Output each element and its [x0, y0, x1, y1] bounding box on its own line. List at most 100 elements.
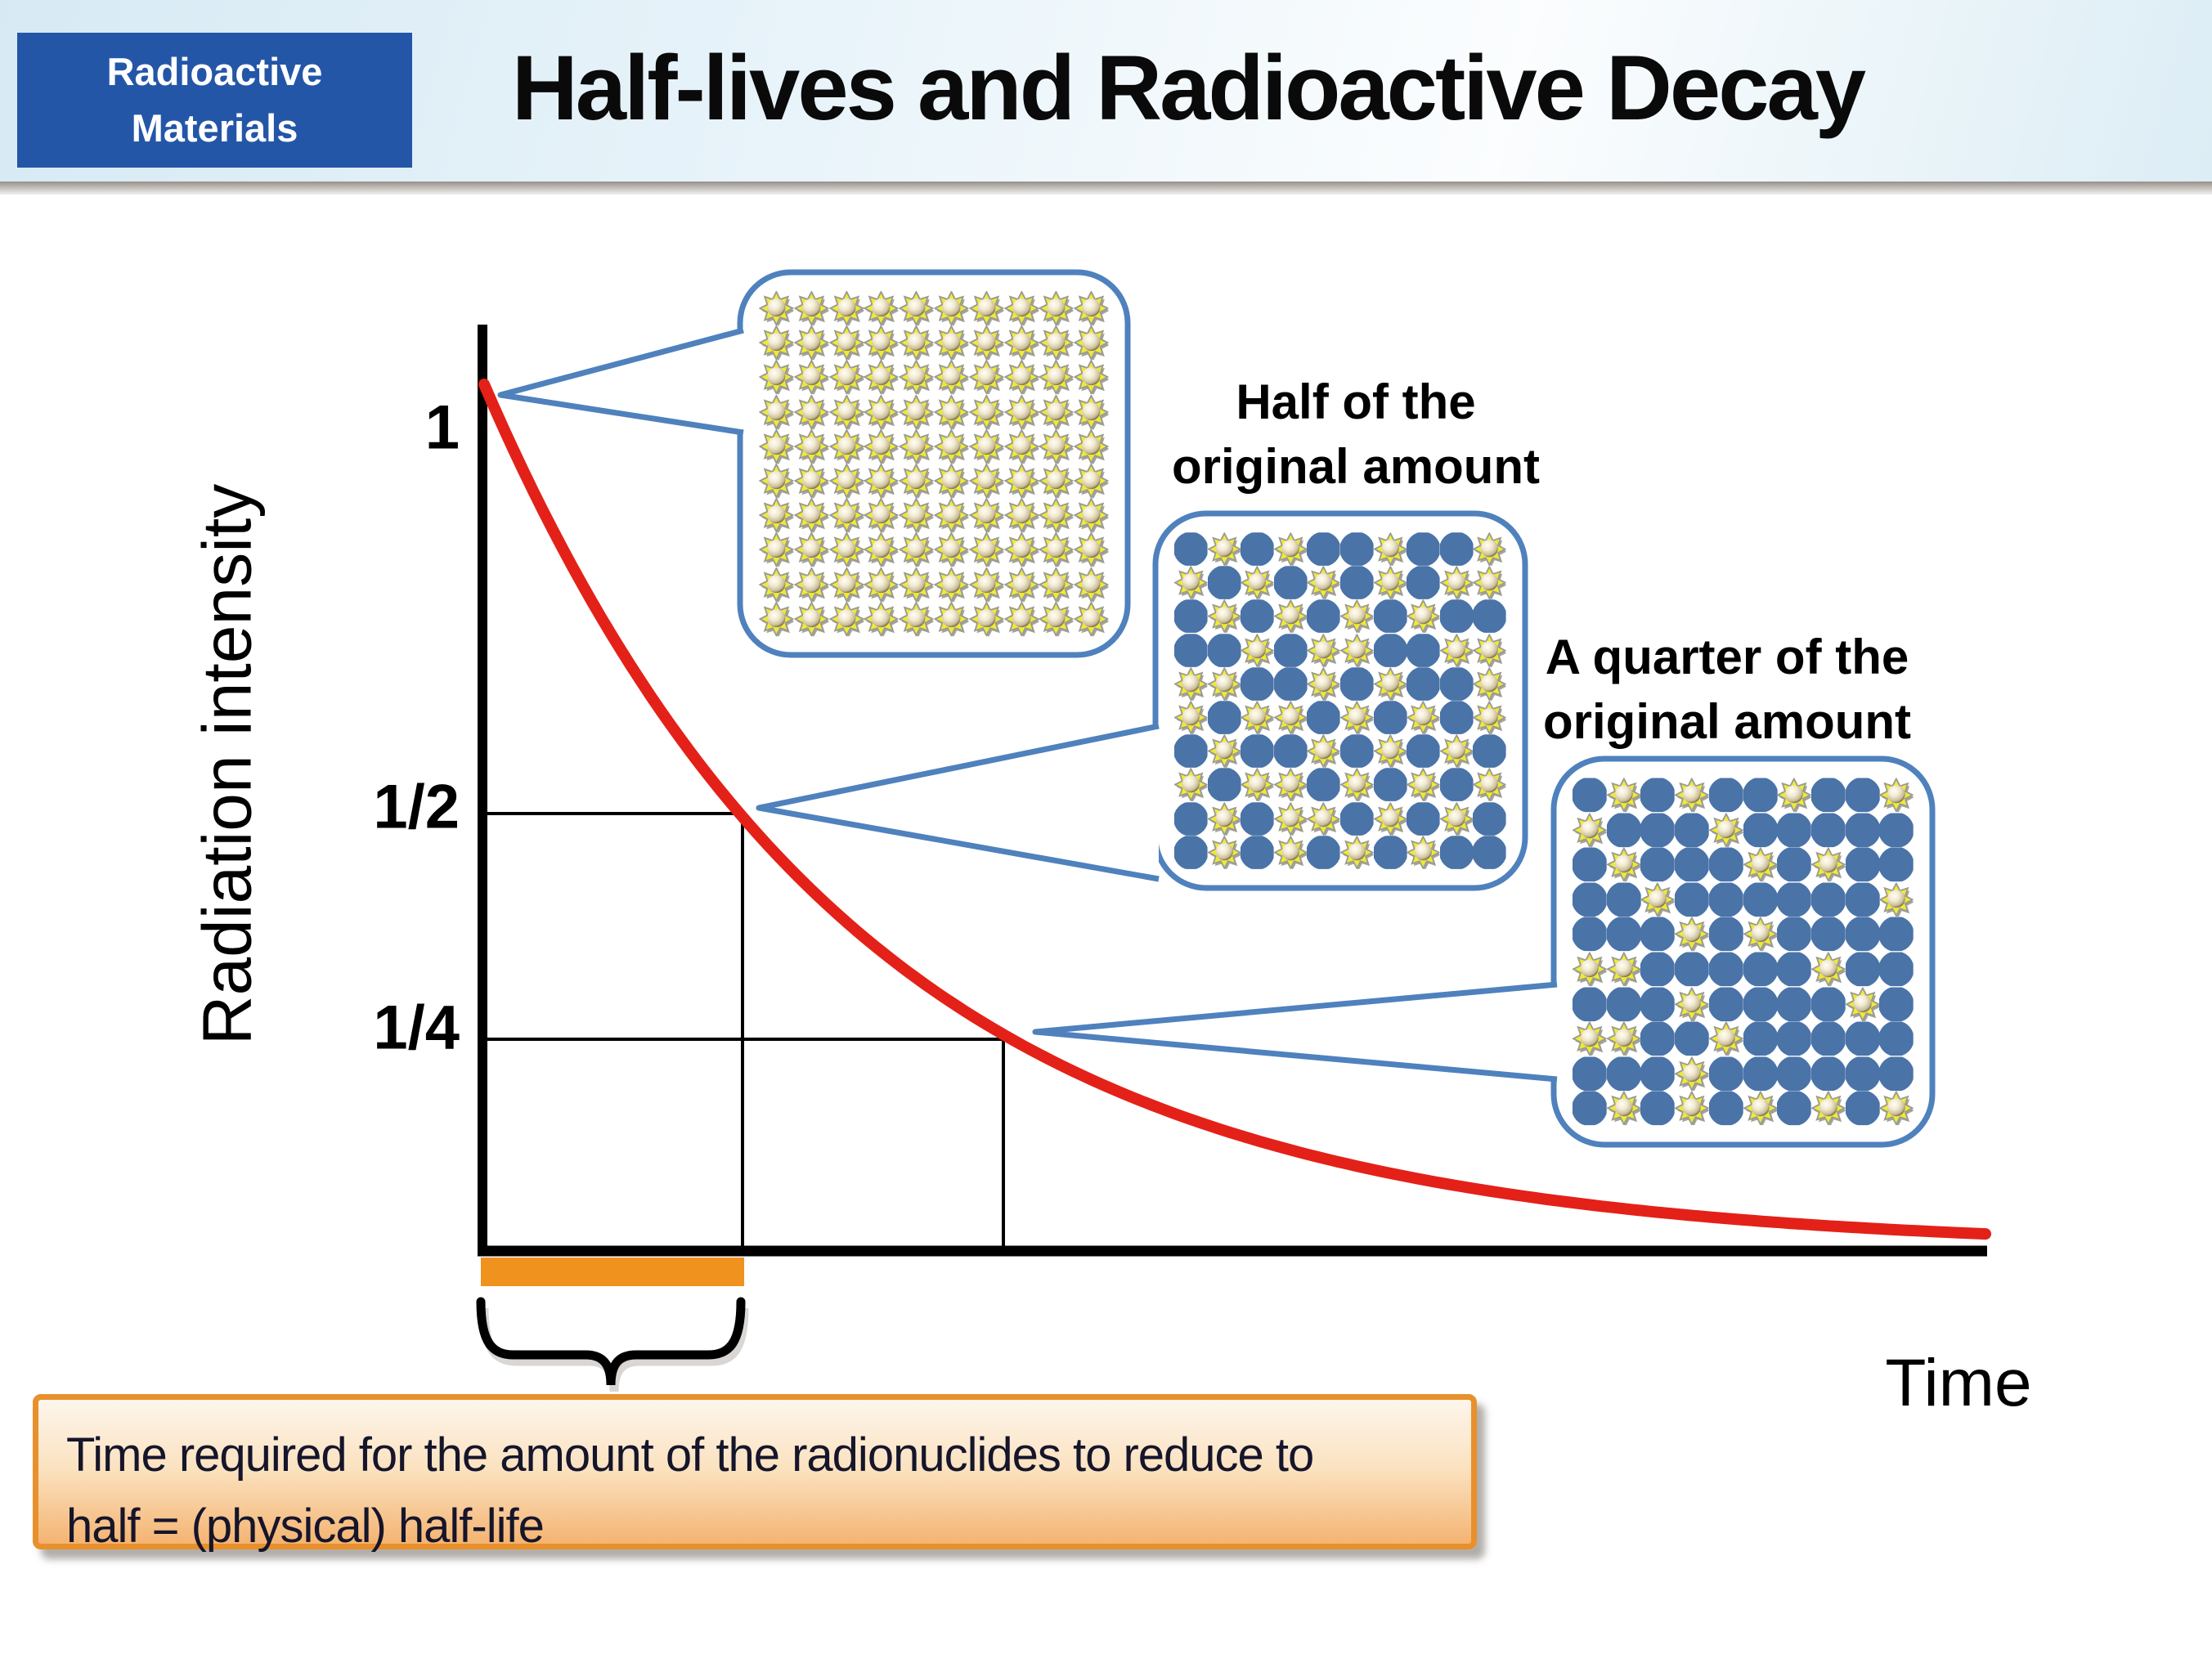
decayed-atom-icon: [1709, 1056, 1743, 1092]
decayed-atom-icon: [1241, 532, 1274, 566]
decayed-atom-icon: [1675, 1021, 1709, 1056]
radionuclide-star-icon: [1846, 987, 1880, 1022]
decayed-atom-icon: [1709, 1091, 1743, 1126]
decayed-atom-icon: [1241, 734, 1274, 768]
radionuclide-star-icon: [829, 602, 864, 636]
radionuclide-star-icon: [829, 464, 864, 498]
radionuclide-star-icon: [1074, 429, 1109, 464]
callout-original-pointer: [497, 327, 744, 436]
decayed-atom-icon: [1274, 667, 1308, 701]
decayed-atom-icon: [1374, 768, 1407, 801]
decayed-atom-icon: [1307, 532, 1340, 566]
decayed-atom-icon: [1709, 847, 1743, 882]
radionuclide-star-icon: [1473, 667, 1506, 701]
radionuclide-star-icon: [899, 498, 934, 532]
radionuclide-star-icon: [1374, 532, 1407, 566]
radionuclide-star-icon: [1004, 360, 1039, 394]
decayed-atom-icon: [1174, 802, 1208, 836]
radionuclide-star-icon: [899, 567, 934, 602]
radionuclide-star-icon: [969, 395, 1004, 429]
radionuclide-star-icon: [1607, 778, 1641, 813]
radionuclide-star-icon: [1607, 1021, 1641, 1056]
decayed-atom-icon: [1709, 882, 1743, 917]
radionuclide-star-icon: [1004, 464, 1039, 498]
callout-quarter-pointer: [1032, 981, 1558, 1083]
radionuclide-star-icon: [1004, 602, 1039, 636]
radionuclide-star-icon: [1208, 667, 1241, 701]
decayed-atom-icon: [1274, 566, 1308, 599]
radionuclide-star-icon: [1340, 768, 1374, 801]
original-amount-grid: [759, 291, 1109, 636]
radionuclide-star-icon: [759, 360, 794, 394]
radionuclide-star-icon: [899, 532, 934, 567]
decayed-atom-icon: [1640, 952, 1675, 987]
decayed-atom-icon: [1743, 778, 1778, 813]
radionuclide-star-icon: [1374, 566, 1407, 599]
radionuclide-star-icon: [1879, 778, 1914, 813]
radionuclide-star-icon: [969, 429, 1004, 464]
radionuclide-star-icon: [759, 395, 794, 429]
radionuclide-star-icon: [934, 498, 969, 532]
decayed-atom-icon: [1675, 952, 1709, 987]
decayed-atom-icon: [1846, 778, 1880, 813]
radionuclide-star-icon: [1675, 987, 1709, 1022]
decayed-atom-icon: [1640, 1021, 1675, 1056]
decayed-atom-icon: [1640, 813, 1675, 848]
decayed-atom-icon: [1846, 917, 1880, 952]
radionuclide-star-icon: [1407, 768, 1440, 801]
slide-title: Half-lives and Radioactive Decay: [511, 37, 1866, 139]
decayed-atom-icon: [1879, 1056, 1914, 1092]
decayed-atom-icon: [1879, 917, 1914, 952]
decayed-atom-icon: [1743, 1056, 1778, 1092]
decayed-atom-icon: [1777, 1056, 1811, 1092]
decayed-atom-icon: [1407, 566, 1440, 599]
radionuclide-star-icon: [1039, 498, 1074, 532]
radionuclide-star-icon: [1241, 566, 1274, 599]
radionuclide-star-icon: [1241, 768, 1274, 801]
radionuclide-star-icon: [1074, 360, 1109, 394]
radionuclide-star-icon: [1039, 360, 1074, 394]
decayed-atom-icon: [1879, 813, 1914, 848]
decayed-atom-icon: [1607, 882, 1641, 917]
radionuclide-star-icon: [1274, 599, 1308, 633]
decayed-atom-icon: [1473, 734, 1506, 768]
decayed-atom-icon: [1374, 599, 1407, 633]
decayed-atom-icon: [1340, 532, 1374, 566]
half-amount-label: Half of the original amount: [1172, 374, 1540, 495]
radionuclide-star-icon: [1675, 778, 1709, 813]
radionuclide-star-icon: [1074, 464, 1109, 498]
decayed-atom-icon: [1879, 1021, 1914, 1056]
radionuclide-star-icon: [1074, 498, 1109, 532]
decayed-atom-icon: [1473, 802, 1506, 836]
radionuclide-star-icon: [1473, 566, 1506, 599]
decayed-atom-icon: [1846, 847, 1880, 882]
radionuclide-star-icon: [1573, 952, 1607, 987]
decayed-atom-icon: [1440, 701, 1474, 734]
radionuclide-star-icon: [1274, 701, 1308, 734]
radionuclide-star-icon: [1374, 734, 1407, 768]
radionuclide-star-icon: [1039, 532, 1074, 567]
decayed-atom-icon: [1846, 952, 1880, 987]
radionuclide-star-icon: [1743, 1091, 1778, 1126]
decayed-atom-icon: [1340, 667, 1374, 701]
decayed-atom-icon: [1777, 917, 1811, 952]
decayed-atom-icon: [1743, 882, 1778, 917]
decayed-atom-icon: [1573, 917, 1607, 952]
radionuclide-star-icon: [1074, 325, 1109, 360]
decayed-atom-icon: [1407, 802, 1440, 836]
radionuclide-star-icon: [1879, 1091, 1914, 1126]
radionuclide-star-icon: [1607, 847, 1641, 882]
radionuclide-star-icon: [1307, 566, 1340, 599]
decayed-atom-icon: [1473, 836, 1506, 869]
radionuclide-star-icon: [1174, 566, 1208, 599]
radionuclide-star-icon: [1074, 291, 1109, 325]
decayed-atom-icon: [1777, 987, 1811, 1022]
quarter-amount-label: A quarter of the original amount: [1543, 630, 1911, 750]
radionuclide-star-icon: [864, 360, 899, 394]
radionuclide-star-icon: [1407, 599, 1440, 633]
radionuclide-star-icon: [794, 498, 829, 532]
decayed-atom-icon: [1340, 566, 1374, 599]
decayed-atom-icon: [1174, 634, 1208, 667]
decayed-atom-icon: [1440, 599, 1474, 633]
